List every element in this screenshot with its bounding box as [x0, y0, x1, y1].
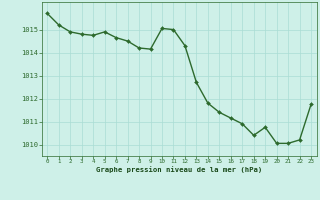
X-axis label: Graphe pression niveau de la mer (hPa): Graphe pression niveau de la mer (hPa) [96, 166, 262, 173]
